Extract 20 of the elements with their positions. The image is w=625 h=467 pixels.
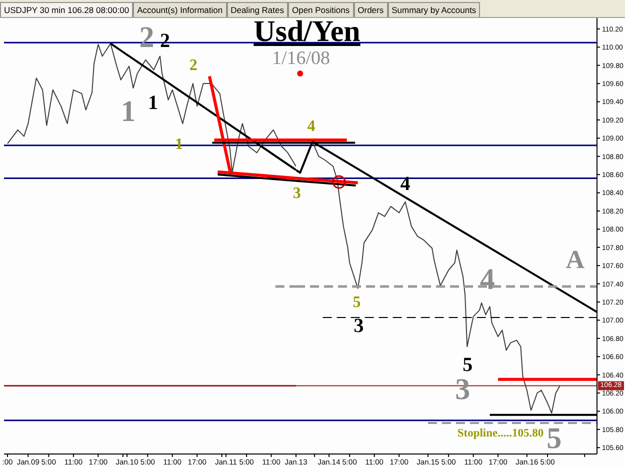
tab: Dealing Rates (226, 2, 288, 17)
tab: Open Positions (288, 2, 354, 17)
annotation: 3 (354, 314, 364, 337)
annotation: Stopline.....105.80 (457, 427, 544, 440)
tab: Orders (354, 2, 388, 17)
annotation: 4 (400, 172, 410, 195)
annotation: 1 (120, 94, 136, 128)
annotation: 4 (307, 118, 316, 136)
annotation: 5 (462, 354, 473, 376)
annotation: 2 (189, 57, 198, 74)
annotation: 1 (148, 92, 158, 114)
annotation: 5 (546, 422, 562, 456)
tab: USDJPY 30 min 106.28 08:00:00 (0, 2, 134, 17)
annotation: A (566, 245, 585, 274)
text: 1/16/08 (272, 48, 330, 69)
chart-title: Usd/Yen (254, 15, 360, 48)
annotation: 5 (352, 294, 361, 311)
tab: Account(s) Information (133, 2, 227, 17)
tab: Summary by Accounts (388, 2, 480, 17)
annotation: 3 (292, 184, 301, 202)
